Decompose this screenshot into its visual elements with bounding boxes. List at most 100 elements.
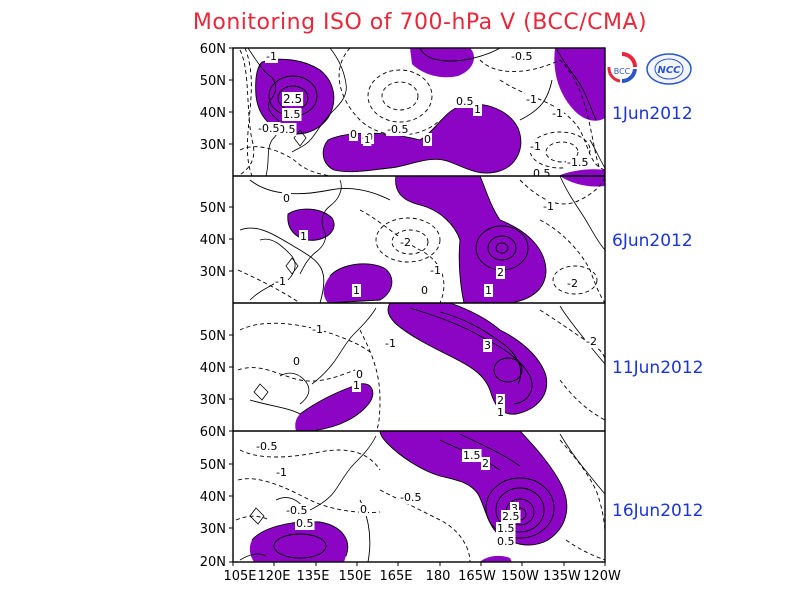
- lat-tick-marks: [229, 47, 233, 563]
- panel-4-contours: [235, 431, 605, 562]
- contour-label: 2: [482, 457, 489, 470]
- panel-1-coastline: [247, 48, 605, 176]
- contour-label: -1: [266, 50, 277, 63]
- contour-label-bg: [496, 406, 505, 419]
- contour-label: -2: [400, 236, 411, 249]
- lon-tick: 120W: [583, 569, 621, 584]
- contour-label: -1: [530, 140, 541, 153]
- contour-label-bg: [384, 337, 397, 350]
- panel-3-coastline: [253, 305, 605, 405]
- lat-tick: 60N: [200, 42, 226, 57]
- panel-1-contours: [237, 48, 605, 176]
- contour-label: 1: [474, 103, 481, 116]
- panel-4-date: 16Jun2012: [612, 501, 704, 521]
- panel-3-contour-labels: -1 0 0 -1 1 3 2 1 -2: [292, 323, 598, 419]
- contour-label: 0.5: [533, 167, 551, 180]
- contour-label-bg: [359, 503, 368, 516]
- contour-label: -1: [276, 466, 287, 479]
- contour-label: -0.5: [511, 50, 532, 63]
- contour-label-bg: [455, 95, 475, 108]
- contour-label-bg: [542, 200, 555, 213]
- contour-label-bg: [349, 128, 358, 141]
- lon-tick: 165W: [458, 569, 496, 584]
- panel-frames: [232, 47, 606, 563]
- contour-label-bg: [275, 466, 288, 479]
- lon-tick-marks: [232, 562, 606, 566]
- contour-label-bg: [274, 275, 287, 288]
- contour-label: 0.5: [296, 517, 314, 530]
- lat-axis: 60N 50N 40N 30N 50N 40N 30N 50N 40N 30N …: [200, 42, 226, 570]
- contour-label: 2.5: [502, 510, 520, 523]
- lat-tick: 30N: [200, 393, 226, 408]
- contour-label-bg: [355, 368, 364, 381]
- contour-label: -2: [567, 277, 578, 290]
- contour-label-bg: [265, 50, 278, 63]
- panel-1-date: 1Jun2012: [612, 104, 693, 124]
- contour-label: -1: [385, 337, 396, 350]
- contour-label-bg: [282, 192, 291, 205]
- lat-tick: 50N: [200, 458, 226, 473]
- panel-1: -1 2.5 1.5 0.5 -0.5 0 -0 1 -0.5 0 0.5 1 …: [237, 48, 605, 180]
- contour-label-bg: [510, 50, 534, 63]
- contour-label-bg: [551, 107, 564, 120]
- contour-label-bg: [532, 167, 552, 176]
- contour-label: 0: [293, 355, 300, 368]
- panel-4: -0.5 -1 -0.5 0.5 0 -0.5 1.5 2 3 2.5 1.5 …: [235, 431, 605, 562]
- contour-label-bg: [496, 522, 516, 535]
- lat-tick: 40N: [200, 106, 226, 121]
- ncc-logo-text: NCC: [657, 65, 681, 76]
- lat-tick: 50N: [200, 201, 226, 216]
- lat-tick: 60N: [200, 425, 226, 440]
- contour-label-bg: [363, 135, 372, 146]
- contour-label: 1.5: [283, 108, 301, 121]
- contour-label-bg: [386, 123, 410, 136]
- panel-2-shading: [287, 176, 605, 303]
- lon-tick: 135E: [296, 569, 329, 584]
- contour-label-bg: [566, 277, 579, 290]
- bcc-logo: BCC: [604, 50, 640, 86]
- panel-1-shading: [255, 48, 605, 176]
- contour-label: 0: [356, 368, 363, 381]
- contour-label: -1: [543, 200, 554, 213]
- contour-label-bg: [483, 339, 492, 352]
- contour-label: 0: [283, 192, 290, 205]
- contour-label: 1: [353, 379, 360, 392]
- contour-label-bg: [420, 284, 429, 297]
- lat-tick: 30N: [200, 522, 226, 537]
- contour-label-bg: [352, 284, 361, 297]
- contour-label-bg: [292, 355, 301, 368]
- lat-tick: 40N: [200, 361, 226, 376]
- contour-label: 1.5: [463, 449, 481, 462]
- contour-label-bg: [496, 266, 505, 279]
- lat-tick: 30N: [200, 265, 226, 280]
- contour-label: -0.5: [258, 122, 279, 135]
- contour-label: 3: [484, 339, 491, 352]
- contour-label-bg: [285, 504, 309, 517]
- panel-3: -1 0 0 -1 1 3 2 1 -2: [237, 303, 605, 431]
- contour-label-bg: [473, 103, 482, 116]
- contour-label-bg: [399, 236, 412, 249]
- panel-1-contour-labels: -1 2.5 1.5 0.5 -0.5 0 -0 1 -0.5 0 0.5 1 …: [257, 50, 590, 180]
- contour-label-bg: [423, 133, 432, 146]
- lon-tick: 150E: [338, 569, 371, 584]
- contour-label-bg: [501, 510, 521, 523]
- contour-label-bg: [257, 122, 281, 135]
- contour-label: -0.5: [286, 504, 307, 517]
- contour-label-bg: [352, 379, 361, 392]
- contour-label: -0.5: [256, 440, 277, 453]
- contour-label-bg: [282, 92, 304, 106]
- contour-label-bg: [481, 457, 490, 470]
- contour-label-bg: [462, 449, 482, 462]
- contour-label-bg: [399, 491, 423, 504]
- contour-label-bg: [496, 535, 516, 548]
- lon-tick: 165E: [379, 569, 412, 584]
- lat-tick: 40N: [200, 490, 226, 505]
- lon-axis: 105E 120E 135E 150E 165E 180 165W 150W 1…: [223, 569, 620, 584]
- panel-3-date: 11Jun2012: [612, 358, 704, 378]
- contour-label: 3: [511, 502, 518, 515]
- lat-tick: 40N: [200, 233, 226, 248]
- lat-tick: 20N: [200, 555, 226, 570]
- contour-label: 0.5: [497, 535, 515, 548]
- bcc-logo-text: BCC: [614, 67, 631, 76]
- contour-label: -0.5: [400, 491, 421, 504]
